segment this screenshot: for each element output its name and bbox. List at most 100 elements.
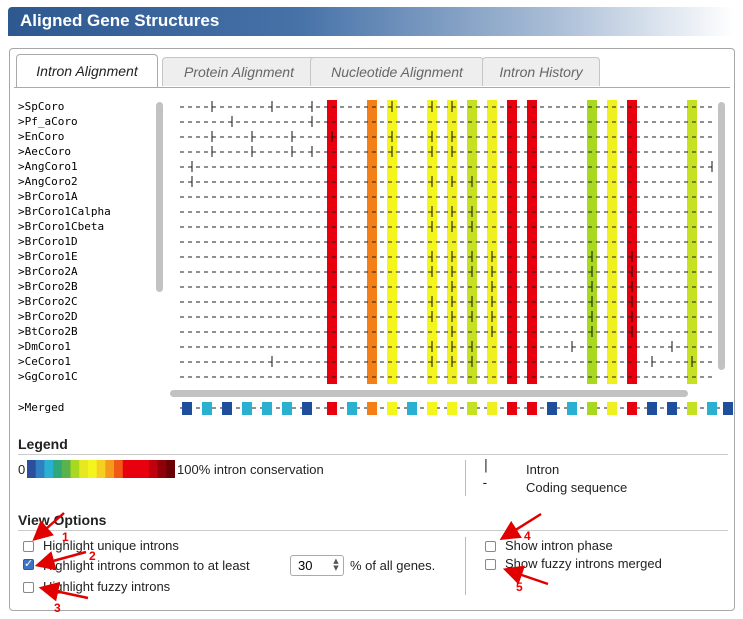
gene-name: >DmCoro1 <box>18 340 71 353</box>
annotation-number-2: 2 <box>89 549 96 563</box>
merged-intron-block <box>547 402 557 415</box>
gene-name: >CeCoro1 <box>18 355 71 368</box>
merged-intron-block <box>182 402 192 415</box>
highlight-common-checkbox[interactable] <box>23 557 34 570</box>
merged-intron-block <box>707 402 717 415</box>
tab-intron-history[interactable]: Intron History <box>482 57 600 86</box>
conservation-color-scale <box>27 460 175 478</box>
tab-nucleotide-alignment[interactable]: Nucleotide Alignment <box>310 57 484 86</box>
annotation-number-3: 3 <box>54 601 61 615</box>
scale-swatch <box>96 460 106 478</box>
merged-intron-block <box>687 402 697 415</box>
highlight-common-label: Highlight introns common to at least <box>43 558 250 573</box>
gene-list-scrollbar[interactable] <box>154 100 165 387</box>
gene-name: >GgCoro1C <box>18 370 78 383</box>
merged-intron-block <box>567 402 577 415</box>
gene-structure-row <box>180 146 712 157</box>
legend-coding-symbol: - <box>481 476 489 491</box>
gene-name: >BrCoro1Cbeta <box>18 220 105 233</box>
gene-name: >Pf_aCoro <box>18 115 78 128</box>
legend-intron-symbol: | <box>482 458 490 473</box>
alignment-vertical-scroll-thumb[interactable] <box>718 102 725 370</box>
scale-swatch <box>35 460 45 478</box>
merged-intron-block <box>467 402 477 415</box>
merged-intron-block <box>407 402 417 415</box>
annotation-number-1: 1 <box>62 530 69 544</box>
highlight-unique-checkbox[interactable] <box>23 541 34 552</box>
alignment-horizontal-scrollbar[interactable] <box>168 389 728 398</box>
gene-name: >BrCoro1Calpha <box>18 205 111 218</box>
annotation-number-4: 4 <box>524 529 531 543</box>
gene-name: >BtCoro2B <box>18 325 78 338</box>
highlight-fuzzy-label: Highlight fuzzy introns <box>43 579 171 594</box>
gene-name: >BrCoro2D <box>18 310 78 323</box>
percent-stepper[interactable]: ▲▼ <box>290 555 344 576</box>
percent-input[interactable] <box>294 557 332 574</box>
gene-name: >BrCoro2C <box>18 295 78 308</box>
merged-intron-block <box>282 402 292 415</box>
merged-intron-block <box>427 402 437 415</box>
annotation-arrow-2 <box>34 550 87 571</box>
show-fuzzy-merged-checkbox[interactable] <box>485 559 496 570</box>
merged-intron-block <box>527 402 537 415</box>
gene-name: >EnCoro <box>18 130 65 143</box>
scale-swatch <box>79 460 89 478</box>
gene-structure-row <box>180 356 712 367</box>
scale-swatch <box>140 460 150 478</box>
merged-intron-block <box>302 402 312 415</box>
show-phase-label: Show intron phase <box>505 538 613 553</box>
annotation-arrow-4 <box>499 512 542 540</box>
merged-intron-block <box>262 402 272 415</box>
scale-swatch <box>122 460 132 478</box>
tab-intron-alignment[interactable]: Intron Alignment <box>16 54 158 87</box>
legend-heading: Legend <box>18 436 68 452</box>
merged-intron-block <box>647 402 657 415</box>
gene-structure-row <box>180 296 712 307</box>
stepper-arrows-icon[interactable]: ▲ ▼ <box>333 557 339 572</box>
scale-swatch <box>148 460 159 478</box>
legend-divider <box>18 454 728 455</box>
merged-intron-block <box>242 402 252 415</box>
merged-intron-block <box>202 402 212 415</box>
highlight-fuzzy-checkbox[interactable] <box>23 582 34 593</box>
gene-structure-row <box>180 131 712 142</box>
gene-name: >SpCoro <box>18 100 65 113</box>
gene-structure-row <box>180 266 712 277</box>
legend-vertical-divider <box>465 460 466 496</box>
gene-name: >AngCoro2 <box>18 175 78 188</box>
gene-structure-row <box>180 101 712 112</box>
scale-swatch <box>27 460 37 478</box>
scale-swatch <box>114 460 124 478</box>
show-phase-checkbox[interactable] <box>485 541 496 552</box>
annotation-arrow-5 <box>502 565 549 586</box>
scale-swatch <box>61 460 72 478</box>
merged-intron-row <box>180 402 733 415</box>
gene-name-list: >SpCoro >Pf_aCoro >EnCoro >AecCoro >AngCoro1… <box>14 99 160 387</box>
gene-name: >BrCoro1A <box>18 190 78 203</box>
intron-alignment-grid <box>180 100 713 384</box>
gene-structure-row <box>180 176 712 187</box>
gene-structure-row <box>180 341 712 352</box>
tab-protein-alignment[interactable]: Protein Alignment <box>162 57 316 86</box>
merged-intron-block <box>387 402 397 415</box>
gene-structure-row <box>180 251 712 262</box>
alignment-vertical-scrollbar[interactable] <box>716 100 727 387</box>
legend-intron-label: Intron <box>526 462 560 477</box>
merged-intron-block <box>367 402 377 415</box>
merged-intron-block <box>667 402 677 415</box>
merged-intron-block <box>507 402 517 415</box>
gene-name: >BrCoro1D <box>18 235 78 248</box>
merged-intron-block <box>587 402 597 415</box>
gene-list-scroll-thumb[interactable] <box>156 102 163 292</box>
show-fuzzy-merged-label: Show fuzzy introns merged <box>505 556 662 571</box>
annotation-arrow-3 <box>38 581 89 602</box>
scale-swatch <box>44 460 54 478</box>
gene-name: >AngCoro1 <box>18 160 78 173</box>
tab-underline <box>14 87 730 88</box>
view-options-divider <box>18 530 728 531</box>
scale-swatch <box>53 460 63 478</box>
alignment-horizontal-scroll-thumb[interactable] <box>170 390 688 397</box>
gene-name: >BrCoro2A <box>18 265 78 278</box>
gene-structure-row <box>180 221 712 232</box>
